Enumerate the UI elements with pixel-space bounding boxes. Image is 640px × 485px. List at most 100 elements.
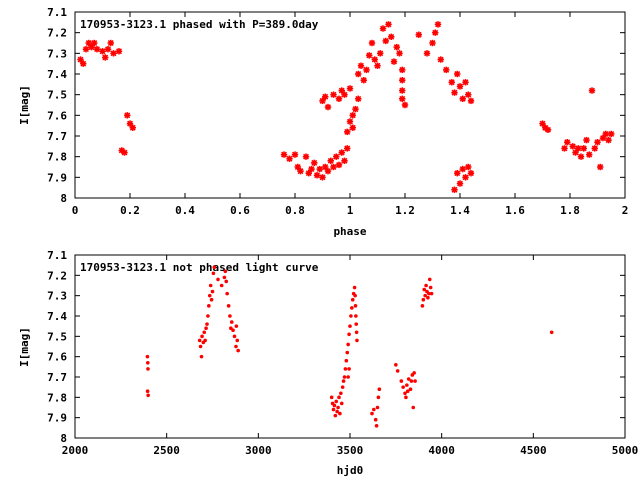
unphased-data-point	[413, 379, 417, 383]
phased-y-tick-label: 7.4	[47, 68, 67, 81]
phased-data-point	[322, 93, 329, 100]
phased-data-point	[399, 87, 406, 94]
unphased-data-point	[411, 405, 416, 410]
phased-data-point	[588, 87, 596, 94]
phased-data-point	[316, 165, 323, 173]
phased-y-tick-label: 7.3	[47, 47, 67, 60]
phased-data-point	[583, 136, 590, 144]
phased-data-point	[608, 130, 615, 138]
unphased-data-point	[210, 289, 215, 294]
unphased-data-point	[204, 326, 208, 331]
unphased-data-point	[549, 330, 554, 335]
phased-data-point	[597, 163, 604, 171]
unphased-data-point	[208, 283, 213, 288]
phased-data-point	[456, 83, 464, 90]
phased-data-point	[423, 50, 431, 57]
phased-data-point	[396, 50, 403, 57]
unphased-data-point	[198, 344, 203, 349]
phased-x-tick-label: 1.4	[450, 204, 470, 217]
phased-data-point	[335, 161, 343, 169]
phased-x-tick-label: 0.8	[285, 204, 305, 217]
unphased-data-point	[206, 314, 210, 318]
phased-x-tick-label: 0.4	[175, 204, 195, 217]
unphased-y-tick-label: 7.5	[47, 330, 67, 343]
phased-data-point	[338, 149, 345, 156]
phased-data-point	[393, 43, 400, 51]
unphased-data-point	[234, 324, 239, 328]
phased-data-point	[341, 91, 348, 98]
phased-data-point	[330, 163, 337, 171]
unphased-data-point	[405, 383, 409, 387]
unphased-x-tick-label: 3000	[245, 444, 272, 457]
phased-data-point	[335, 95, 343, 102]
phased-data-point	[110, 50, 117, 57]
unphased-chart-title: 170953-3123.1 not phased light curve	[80, 261, 319, 274]
phased-x-tick-label: 1	[347, 204, 354, 217]
unphased-data-point	[222, 275, 227, 280]
unphased-data-point	[354, 314, 358, 318]
phased-data-point	[459, 165, 466, 173]
unphased-x-tick-label: 4000	[428, 444, 455, 457]
phased-data-point	[605, 136, 612, 144]
unphased-data-point	[207, 304, 211, 308]
phased-data-point	[465, 163, 472, 171]
unphased-data-point	[345, 350, 350, 355]
unphased-data-point	[341, 379, 346, 383]
unphased-y-tick-label: 7.1	[47, 249, 67, 262]
unphased-data-point	[427, 291, 431, 296]
unphased-y-tick-label: 7.9	[47, 412, 67, 425]
unphased-data-point	[334, 399, 339, 404]
phased-data-point	[451, 89, 458, 96]
unphased-data-point	[146, 393, 150, 398]
phased-data-point	[432, 29, 439, 36]
phased-x-tick-label: 1.8	[560, 204, 580, 217]
phased-data-point	[437, 56, 444, 63]
unphased-data-point	[376, 395, 381, 400]
unphased-data-point	[421, 297, 426, 302]
unphased-data-point	[202, 330, 207, 335]
unphased-data-point	[332, 403, 337, 408]
phased-data-point	[580, 145, 587, 152]
unphased-data-point	[338, 411, 342, 416]
unphased-data-point	[354, 330, 359, 335]
phased-data-point	[280, 151, 288, 158]
unphased-data-point	[426, 295, 430, 300]
phased-data-point	[371, 56, 378, 63]
unphased-data-point	[212, 265, 217, 270]
phased-data-point	[561, 145, 568, 152]
phased-y-tick-label: 7.8	[47, 151, 67, 164]
unphased-data-point	[199, 354, 204, 359]
unphased-x-tick-label: 2000	[62, 444, 89, 457]
unphased-y-axis-label: I[mag]	[18, 327, 31, 367]
unphased-data-point	[223, 269, 228, 274]
unphased-data-point	[355, 338, 359, 343]
phased-chart-title: 170953-3123.1 phased with P=389.0day	[80, 18, 319, 31]
unphased-data-point	[403, 391, 407, 396]
unphased-data-point	[352, 285, 357, 290]
unphased-data-point	[429, 291, 434, 296]
phased-data-point	[465, 91, 472, 98]
unphased-x-tick-label: 5000	[612, 444, 639, 457]
phased-data-point	[99, 48, 106, 55]
phased-x-ticks: 0 0.2 0.4 0.6 0.8 1 1.2 1.4 1.6 1.8 2	[72, 12, 628, 217]
phased-x-tick-label: 0.2	[120, 204, 140, 217]
phased-y-tick-label: 7.5	[47, 89, 67, 102]
unphased-data-point	[343, 367, 348, 371]
phased-data-point	[377, 50, 384, 57]
unphased-data-point	[203, 338, 207, 343]
phased-y-tick-label: 8	[60, 192, 67, 205]
unphased-data-point	[372, 407, 376, 412]
unphased-data-point	[401, 385, 405, 389]
phased-data-point	[91, 39, 98, 47]
unphased-data-point	[145, 360, 150, 365]
phased-data-point	[349, 112, 356, 119]
phased-data-point	[448, 79, 455, 86]
phased-chart: 170953-3123.1 phased with P=389.0day pha…	[18, 6, 628, 238]
unphased-data-point	[337, 395, 341, 400]
unphased-data-point	[399, 379, 404, 383]
phased-data-point	[297, 167, 304, 175]
phased-data-point	[102, 54, 109, 61]
unphased-data-point	[216, 277, 220, 282]
phased-data-point	[467, 170, 475, 177]
